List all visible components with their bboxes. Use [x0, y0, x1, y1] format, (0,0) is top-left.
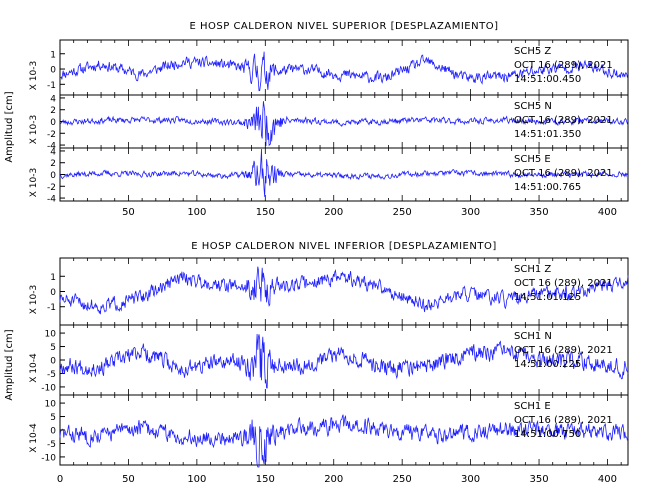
x-tick-label: 300: [461, 474, 480, 485]
x-tick-label: 350: [529, 474, 548, 485]
time-label: 14:51:00.750: [514, 429, 581, 440]
scale-label: X 10-3: [29, 115, 39, 144]
time-label: 14:51:01.350: [514, 129, 581, 140]
time-label: 14:51:01.125: [514, 292, 581, 303]
y-axis-label: Amplitud [cm]: [4, 91, 15, 162]
x-tick-label: 0: [57, 474, 63, 485]
y-tick-label: 2: [50, 159, 56, 169]
y-tick-label: 2: [50, 106, 56, 116]
trace-line: [59, 51, 629, 92]
y-tick-label: 0: [50, 66, 56, 76]
time-label: 14:51:00.450: [514, 74, 581, 85]
chart-title: E HOSP CALDERON NIVEL SUPERIOR [DESPLAZA…: [190, 21, 499, 32]
x-tick-label: 200: [324, 474, 343, 485]
x-tick-label: 300: [461, 207, 480, 218]
trace-sch5-e: 4 2 0 -2 -4 X 10-3 SCH5 E OCT 16 (289), 2021 14:…: [29, 147, 629, 205]
station-label: SCH1 E: [514, 401, 551, 412]
y-tick-label: 0: [50, 427, 56, 437]
x-tick-label: 150: [256, 474, 275, 485]
y-tick-label: -5: [47, 440, 56, 450]
y-tick-label: 10: [45, 330, 57, 340]
y-tick-label: -10: [41, 383, 56, 393]
x-tick-label: 100: [187, 207, 206, 218]
y-tick-label: 4: [50, 94, 56, 104]
y-tick-label: 0: [50, 357, 56, 367]
trace-sch5-z: 1 0 -1 X 10-3 SCH5 Z OCT 16 (289), 2021 14:51:…: [29, 39, 629, 96]
date-label: OCT 16 (289), 2021: [514, 278, 613, 289]
station-label: SCH5 Z: [514, 46, 551, 57]
trace-sch1-e: 10 5 0 -5 -10X 10-4 SCH1 E OCT 16 (289), 2021 1…: [29, 394, 629, 468]
station-label: SCH5 N: [514, 101, 552, 112]
date-label: OCT 16 (289), 2021: [514, 168, 613, 179]
scale-label: X 10-3: [29, 61, 39, 90]
station-label: SCH1 Z: [514, 264, 551, 275]
date-label: OCT 16 (289), 2021: [514, 345, 613, 356]
x-tick-label: 250: [393, 207, 412, 218]
x-tick-label: 400: [598, 474, 617, 485]
chart-panel-group-2: E HOSP CALDERON NIVEL INFERIOR [DESPLAZA…: [4, 241, 629, 485]
x-tick-label: 400: [598, 207, 617, 218]
trace-line: [59, 148, 629, 197]
date-label: OCT 16 (289), 2021: [514, 115, 613, 126]
x-tick-label: 150: [256, 207, 275, 218]
scale-label: X 10-4: [29, 353, 39, 383]
trace-line: [59, 333, 629, 389]
y-tick-label: -2: [47, 183, 56, 193]
chart-title: E HOSP CALDERON NIVEL INFERIOR [DESPLAZA…: [191, 241, 496, 252]
y-axis-label: Amplitud [cm]: [4, 329, 15, 400]
y-tick-label: 5: [50, 413, 56, 423]
y-tick-label: -1: [47, 303, 56, 313]
date-label: OCT 16 (289), 2021: [514, 415, 613, 426]
trace-sch5-n: 4 2 0 -2 -4 X 10-3 SCH5 N OCT 16 (289), 2021 14:…: [29, 94, 629, 152]
chart-panel-group-1: E HOSP CALDERON NIVEL SUPERIOR [DESPLAZA…: [4, 21, 629, 218]
time-label: 14:51:00.225: [514, 359, 581, 370]
scale-label: X 10-3: [29, 285, 39, 314]
y-tick-label: 10: [45, 400, 57, 410]
y-tick-label: 0: [50, 171, 56, 181]
y-tick-label: -2: [47, 130, 56, 140]
y-tick-label: 0: [50, 288, 56, 298]
y-tick-label: -4: [47, 142, 56, 152]
trace-line: [59, 414, 629, 468]
y-tick-label: -10: [41, 453, 56, 463]
x-tick-label: 100: [187, 474, 206, 485]
scale-label: X 10-3: [29, 168, 39, 197]
trace-sch1-z: 1 0 -1 X 10-3 SCH1 Z OCT 16 (289), 2021 14:51:…: [29, 257, 629, 326]
x-tick-label: 350: [529, 207, 548, 218]
station-label: SCH1 N: [514, 331, 552, 342]
trace-line: [60, 101, 629, 147]
trace-sch1-n: 10 5 0 -5 -10X 10-4 SCH1 N OCT 16 (289), 2021 1…: [29, 324, 629, 396]
y-tick-label: -5: [47, 370, 56, 380]
y-tick-label: -1: [47, 81, 56, 91]
date-label: OCT 16 (289), 2021: [514, 60, 613, 71]
x-tick-label: 250: [393, 474, 412, 485]
y-tick-label: 1: [50, 273, 56, 283]
y-tick-label: 5: [50, 343, 56, 353]
y-tick-label: 0: [50, 118, 56, 128]
station-label: SCH5 E: [514, 154, 551, 165]
y-tick-label: 1: [50, 50, 56, 60]
scale-label: X 10-4: [29, 423, 39, 453]
x-tick-label: 50: [122, 474, 135, 485]
x-tick-label: 200: [324, 207, 343, 218]
y-tick-label: 4: [50, 147, 56, 157]
time-label: 14:51:00.765: [514, 182, 581, 193]
trace-line: [59, 266, 629, 315]
y-tick-label: -4: [47, 195, 56, 205]
x-tick-label: 50: [122, 207, 135, 218]
